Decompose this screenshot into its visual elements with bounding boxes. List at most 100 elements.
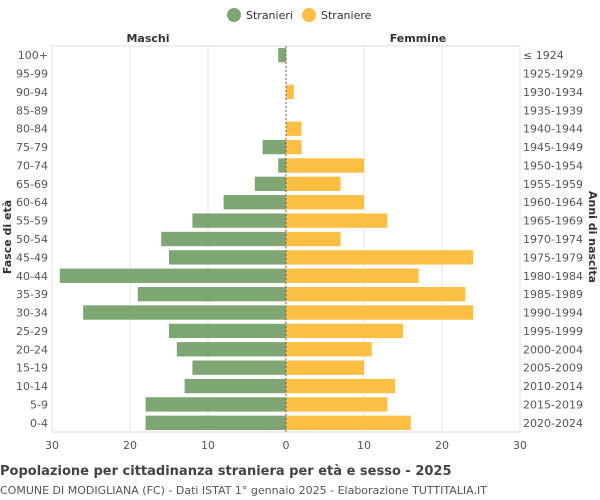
bar-male-60-64 <box>223 195 286 210</box>
bar-male-75-79 <box>262 139 286 155</box>
legend: Stranieri Straniere <box>227 8 372 22</box>
age-group-label: 60-64 <box>16 196 48 209</box>
birth-year-label: 1945-1949 <box>523 141 583 154</box>
bar-male-5-9 <box>145 397 286 412</box>
birth-year-label: 1970-1974 <box>523 233 583 246</box>
bar-female-55-59 <box>286 213 388 228</box>
legend-marker-stranieri <box>227 8 241 22</box>
chart-title: Popolazione per cittadinanza straniera p… <box>0 464 452 479</box>
bar-female-70-74 <box>286 158 364 173</box>
bar-female-10-14 <box>286 378 396 394</box>
bar-female-90-94 <box>286 84 294 100</box>
bar-male-15-19 <box>192 360 286 375</box>
left-side-label: Maschi <box>126 32 169 45</box>
age-group-label: 10-14 <box>16 380 48 393</box>
birth-year-label: 1935-1939 <box>523 104 583 117</box>
x-tick-label: 30 <box>513 439 527 452</box>
bar-male-50-54 <box>161 231 286 247</box>
birth-year-label: 1975-1979 <box>523 251 583 264</box>
birth-year-label: 1940-1944 <box>523 123 583 136</box>
bars <box>59 48 474 430</box>
x-tick-label: 0 <box>283 439 290 452</box>
age-group-label: 30-34 <box>16 307 48 320</box>
bar-male-100+ <box>278 48 286 63</box>
age-group-label: 20-24 <box>16 343 48 356</box>
legend-label-straniere: Straniere <box>321 9 372 22</box>
age-group-label: 15-19 <box>16 362 48 375</box>
bar-female-40-44 <box>286 268 419 283</box>
bar-male-65-69 <box>254 176 286 192</box>
age-group-label: 75-79 <box>16 141 48 154</box>
bar-female-75-79 <box>286 139 302 155</box>
right-side-label: Femmine <box>390 32 447 45</box>
bar-male-35-39 <box>137 286 286 302</box>
age-group-labels: 100+ 95-99 90-94 85-89 80-84 75-79 70-74 65-69 6… <box>16 49 48 430</box>
age-group-label: 50-54 <box>16 233 48 246</box>
age-group-label: 25-29 <box>16 325 48 338</box>
bar-male-10-14 <box>184 378 286 394</box>
bar-female-20-24 <box>286 342 372 357</box>
bar-male-45-49 <box>169 250 286 265</box>
birth-year-label: 1980-1984 <box>523 270 583 283</box>
x-tick-labels: 30 20 10 0 10 20 30 <box>45 439 527 452</box>
age-group-label: 35-39 <box>16 288 48 301</box>
birth-year-label: 1995-1999 <box>523 325 583 338</box>
age-group-label: 95-99 <box>16 68 48 81</box>
age-group-label: 40-44 <box>16 270 48 283</box>
birth-year-label: 1925-1929 <box>523 68 583 81</box>
bar-male-20-24 <box>176 342 286 357</box>
population-pyramid-chart: Stranieri Straniere Maschi Femmine 100+ 9… <box>1 8 599 452</box>
age-group-label: 85-89 <box>16 104 48 117</box>
birth-year-label: 1955-1959 <box>523 178 583 191</box>
birth-year-label: 1960-1964 <box>523 196 583 209</box>
bar-male-55-59 <box>192 213 286 228</box>
age-group-label: 0-4 <box>30 417 48 430</box>
x-tick-label: 10 <box>201 439 215 452</box>
x-tick-label: 10 <box>357 439 371 452</box>
bar-female-80-84 <box>286 121 302 136</box>
age-group-label: 70-74 <box>16 159 48 172</box>
bar-female-5-9 <box>286 397 388 412</box>
legend-marker-straniere <box>302 8 316 22</box>
legend-label-stranieri: Stranieri <box>246 9 293 22</box>
bar-female-50-54 <box>286 231 341 247</box>
y-axis-title-left: Fasce di età <box>1 200 14 274</box>
x-tick-label: 20 <box>435 439 449 452</box>
bar-male-25-29 <box>169 323 286 339</box>
bar-female-15-19 <box>286 360 364 375</box>
bar-female-60-64 <box>286 195 364 210</box>
birth-year-label: 1985-1989 <box>523 288 583 301</box>
birth-year-label: 2010-2014 <box>523 380 583 393</box>
bar-female-65-69 <box>286 176 341 192</box>
birth-year-label: 2015-2019 <box>523 398 583 411</box>
age-group-label: 100+ <box>18 49 48 62</box>
age-group-label: 55-59 <box>16 215 48 228</box>
x-tick-label: 30 <box>45 439 59 452</box>
bar-male-40-44 <box>59 268 286 283</box>
bar-male-70-74 <box>278 158 286 173</box>
birth-year-label: 1990-1994 <box>523 307 583 320</box>
birth-year-label: 2020-2024 <box>523 417 583 430</box>
bar-female-25-29 <box>286 323 403 339</box>
age-group-label: 90-94 <box>16 86 48 99</box>
birth-year-label: 1965-1969 <box>523 215 583 228</box>
bar-female-0-4 <box>286 415 411 430</box>
birth-year-label: ≤ 1924 <box>523 49 564 62</box>
bar-female-30-34 <box>286 305 474 320</box>
birth-year-label: 1950-1954 <box>523 159 583 172</box>
age-group-label: 5-9 <box>30 398 48 411</box>
x-tick-label: 20 <box>123 439 137 452</box>
birth-year-labels: ≤ 1924 1925-1929 1930-1934 1935-1939 1940-19… <box>523 49 583 430</box>
age-group-label: 65-69 <box>16 178 48 191</box>
chart-subtitle: COMUNE DI MODIGLIANA (FC) - Dati ISTAT 1… <box>0 484 487 497</box>
birth-year-label: 2005-2009 <box>523 362 583 375</box>
bar-female-45-49 <box>286 250 474 265</box>
age-group-label: 45-49 <box>16 251 48 264</box>
birth-year-label: 1930-1934 <box>523 86 583 99</box>
bar-male-30-34 <box>83 305 286 320</box>
y-axis-title-right: Anni di nascita <box>586 191 599 283</box>
bar-female-35-39 <box>286 286 466 302</box>
bar-male-0-4 <box>145 415 286 430</box>
age-group-label: 80-84 <box>16 123 48 136</box>
birth-year-label: 2000-2004 <box>523 343 583 356</box>
